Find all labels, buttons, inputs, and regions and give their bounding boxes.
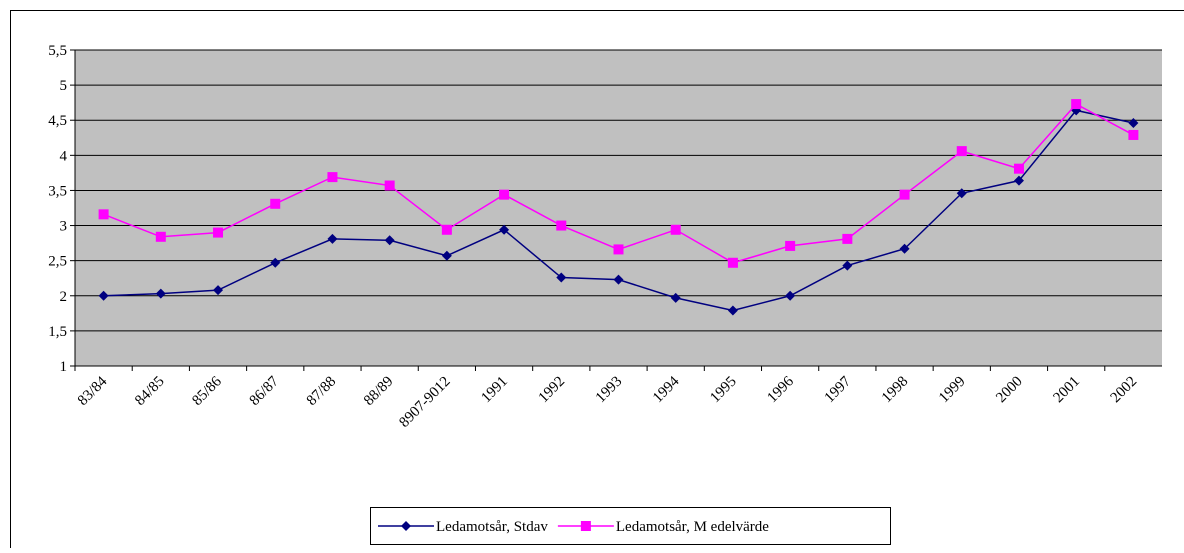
y-tick-label: 2,5 <box>48 254 67 270</box>
point <box>99 209 109 219</box>
point <box>671 225 681 235</box>
point <box>156 232 166 242</box>
point <box>785 241 795 251</box>
y-tick-label: 4 <box>60 148 68 164</box>
legend-marker <box>581 521 591 531</box>
point <box>327 172 337 182</box>
point <box>499 190 509 200</box>
point <box>442 225 452 235</box>
point <box>614 244 624 254</box>
point <box>556 221 566 231</box>
point <box>270 199 280 209</box>
y-tick-label: 1,5 <box>48 324 67 340</box>
point <box>957 146 967 156</box>
point <box>213 228 223 238</box>
point <box>842 234 852 244</box>
point <box>728 258 738 268</box>
point <box>900 190 910 200</box>
y-tick-label: 5,5 <box>48 43 67 59</box>
y-tick-label: 3,5 <box>48 183 67 199</box>
legend-label: Ledamotsår, M edelvärde <box>616 519 769 535</box>
legend-label: Ledamotsår, Stdav <box>436 519 548 535</box>
y-tick-label: 1 <box>60 359 68 375</box>
y-tick-label: 5 <box>60 78 68 94</box>
point <box>1128 130 1138 140</box>
y-tick-label: 3 <box>60 219 68 235</box>
point <box>1014 164 1024 174</box>
point <box>385 181 395 191</box>
point <box>1071 99 1081 109</box>
plot-area <box>75 50 1162 366</box>
y-tick-label: 4,5 <box>48 113 67 129</box>
y-tick-label: 2 <box>60 289 68 305</box>
